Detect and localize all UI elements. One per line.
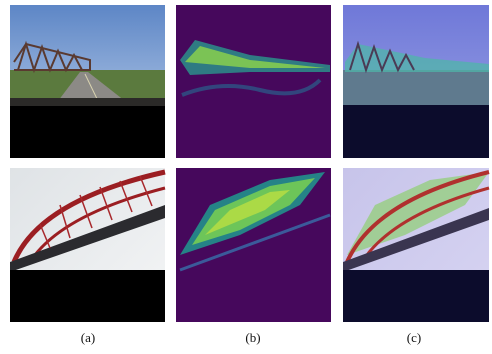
figure: (a) (b) (c)	[0, 0, 492, 354]
image-c-2	[343, 168, 489, 322]
figure-images	[0, 0, 492, 354]
panel-label: (a)	[58, 330, 118, 346]
image-a-1	[10, 5, 165, 158]
image-c-1	[343, 5, 489, 158]
image-b-1	[176, 5, 331, 158]
panel-label: (c)	[384, 330, 444, 346]
image-a-2	[10, 168, 165, 322]
image-b-2	[176, 168, 331, 322]
panel-label: (b)	[223, 330, 283, 346]
